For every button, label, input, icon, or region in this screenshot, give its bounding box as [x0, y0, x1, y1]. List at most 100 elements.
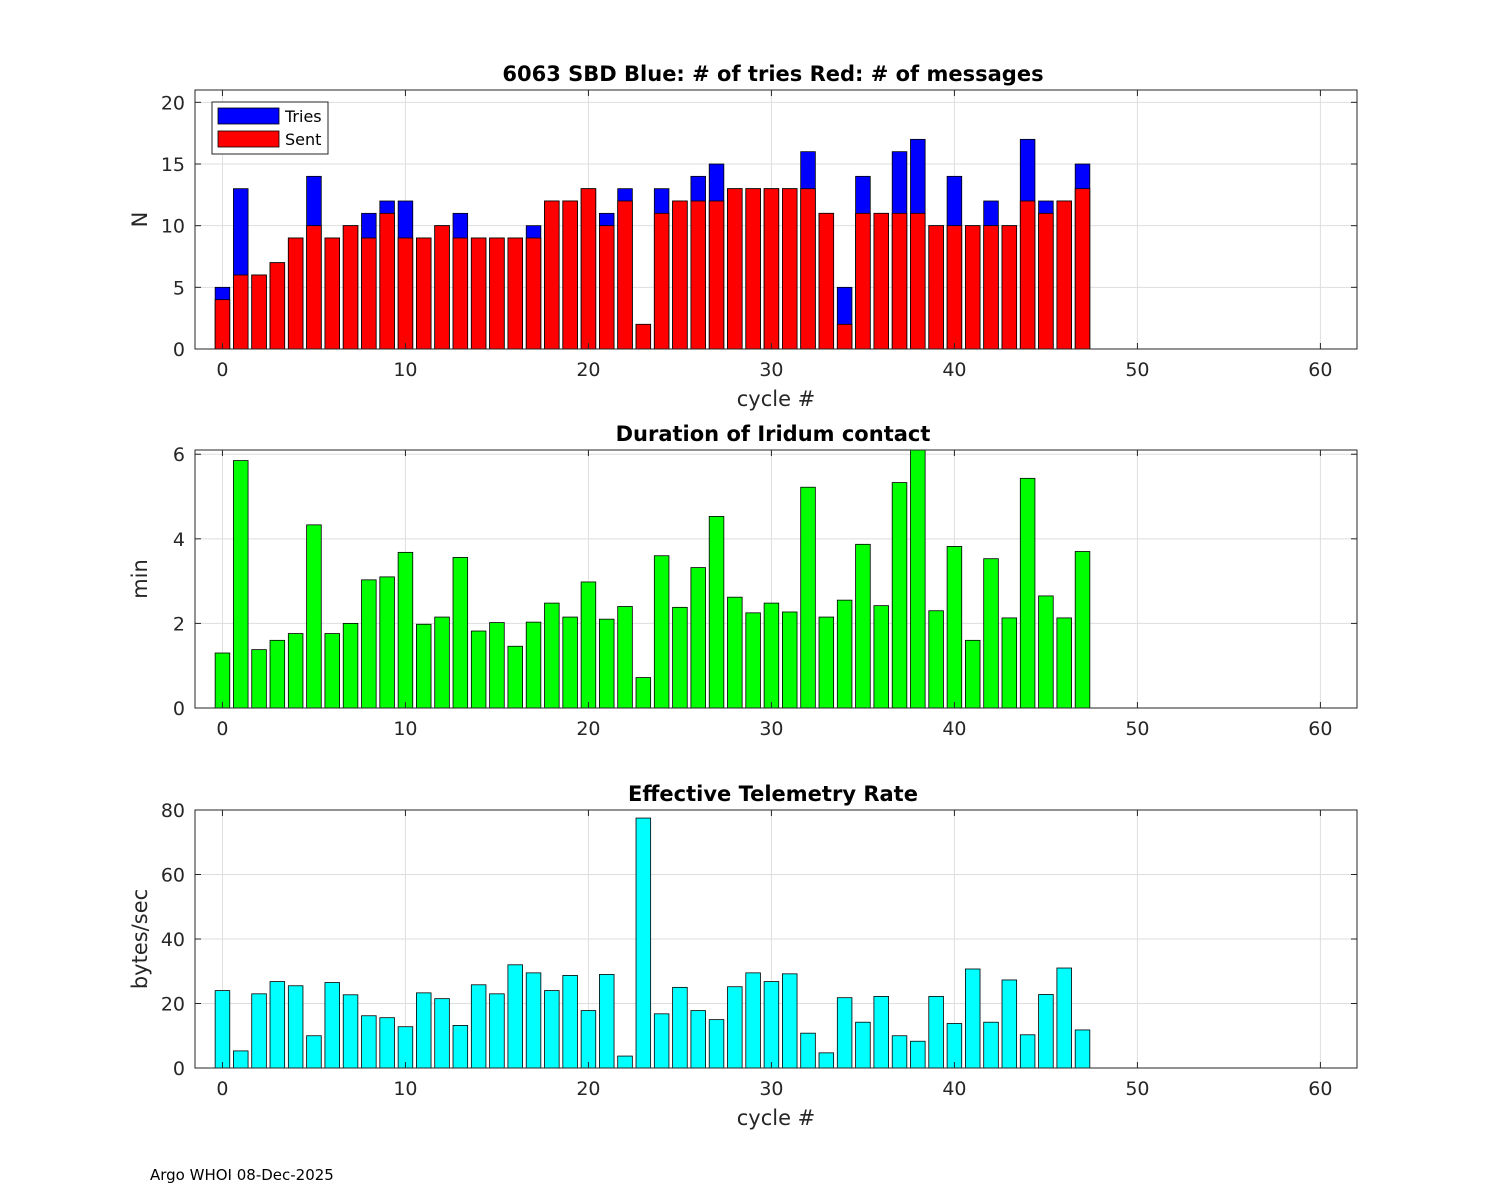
bar	[1056, 967, 1072, 1069]
bar	[964, 639, 981, 709]
y-tick-label: 2	[173, 613, 185, 635]
bar	[763, 981, 780, 1069]
x-tick-label: 20	[576, 359, 600, 381]
bar	[928, 996, 944, 1069]
bar	[1038, 595, 1054, 709]
bar	[782, 973, 798, 1069]
x-tick-label: 20	[576, 718, 600, 740]
bar	[818, 616, 835, 709]
bar	[361, 1015, 377, 1069]
bar	[635, 677, 652, 709]
x-tick-label: 30	[759, 718, 783, 740]
x-tick-label: 10	[393, 718, 417, 740]
x-tick-label: 10	[393, 359, 417, 381]
y-tick-label: 15	[161, 154, 185, 176]
y-axis-label: bytes/sec	[128, 889, 152, 989]
bar-sent	[910, 212, 926, 350]
bar	[525, 972, 542, 1069]
bar	[214, 652, 231, 709]
bar-sent	[599, 225, 615, 350]
bar	[891, 1035, 908, 1069]
footer-label: Argo WHOI 08-Dec-2025	[150, 1166, 334, 1184]
bar	[562, 616, 578, 709]
y-tick-label: 4	[173, 529, 185, 551]
bar-sent	[653, 212, 670, 350]
bar	[452, 557, 469, 709]
bar	[672, 986, 688, 1069]
bar-sent	[617, 200, 633, 350]
bar-sent	[361, 237, 377, 350]
bar-sent	[1001, 225, 1018, 350]
bar-sent	[1074, 188, 1091, 350]
bar	[470, 984, 487, 1069]
x-tick-label: 60	[1308, 718, 1332, 740]
bar-sent	[562, 200, 578, 350]
bar	[470, 630, 487, 709]
bar	[708, 1019, 725, 1069]
bar	[964, 968, 981, 1069]
y-tick-label: 40	[161, 929, 185, 951]
bar	[818, 1052, 835, 1069]
bar-sent	[397, 237, 414, 350]
bar	[1019, 1034, 1036, 1069]
bar	[690, 567, 706, 709]
bar	[507, 964, 523, 1069]
bar	[599, 618, 615, 709]
bar	[416, 623, 432, 709]
bar-sent	[836, 323, 853, 350]
bar	[745, 972, 761, 1069]
bar	[397, 551, 414, 709]
bar	[653, 555, 670, 709]
bar	[452, 1025, 469, 1069]
bar-sent	[727, 188, 743, 350]
bar	[983, 1021, 999, 1069]
bar	[580, 581, 597, 709]
chart-title: Duration of Iridum contact	[616, 422, 931, 446]
bar	[873, 996, 889, 1069]
x-tick-label: 40	[942, 359, 966, 381]
bar-sent	[745, 188, 761, 350]
x-tick-label: 50	[1125, 718, 1149, 740]
x-tick-label: 50	[1125, 359, 1149, 381]
bar	[342, 994, 359, 1069]
y-tick-label: 0	[173, 339, 185, 361]
bar	[891, 482, 908, 709]
bar	[690, 1010, 706, 1069]
bar	[672, 606, 688, 709]
bar	[489, 993, 505, 1069]
bar-sent	[507, 237, 523, 350]
x-tick-label: 40	[942, 1078, 966, 1100]
bar-sent	[873, 212, 889, 350]
y-axis-label: N	[128, 212, 152, 228]
x-tick-label: 0	[216, 359, 228, 381]
bar	[379, 576, 395, 709]
bar-sent	[306, 225, 322, 350]
bar	[800, 1032, 816, 1069]
bar-sent	[928, 225, 944, 350]
bar	[544, 990, 560, 1069]
bar	[233, 460, 249, 709]
y-axis-label: min	[128, 559, 152, 599]
bar	[599, 974, 615, 1069]
bar	[727, 986, 743, 1069]
bar	[1074, 551, 1091, 709]
bar	[1001, 979, 1018, 1069]
bar	[251, 993, 267, 1069]
bar-sent	[525, 237, 542, 350]
bar	[653, 1013, 670, 1069]
bar-sent	[269, 262, 286, 350]
x-tick-label: 40	[942, 718, 966, 740]
bar	[251, 649, 267, 709]
bar	[525, 621, 542, 709]
bar-sent	[452, 237, 469, 350]
bar	[324, 633, 340, 709]
legend-label-sent: Sent	[285, 130, 321, 149]
bar	[562, 975, 578, 1069]
axes-box	[194, 449, 1358, 709]
bar-sent	[818, 212, 835, 350]
bar	[306, 1035, 322, 1069]
bar	[873, 605, 889, 709]
bar-sent	[416, 237, 432, 350]
bar	[434, 998, 450, 1069]
bar-sent	[342, 225, 359, 350]
